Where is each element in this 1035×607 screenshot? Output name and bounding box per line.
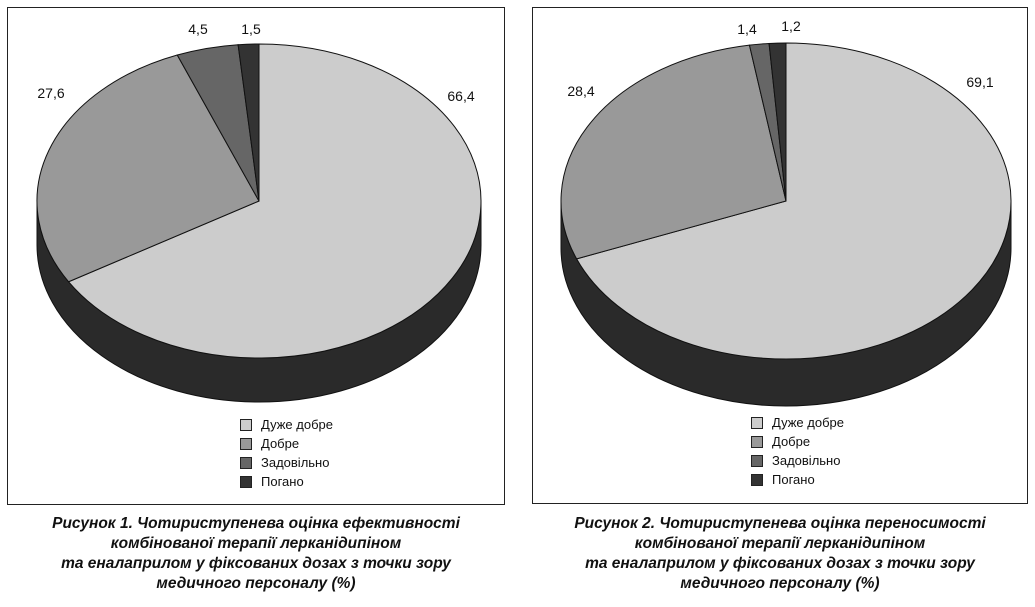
legend-swatch: [751, 416, 763, 429]
pie-chart-1: 66,4 27,6 4,5 1,5: [36, 21, 482, 403]
legend-swatch: [240, 475, 252, 488]
caption-line: медичного персоналу (%): [680, 575, 880, 592]
pie-slice-bad: [768, 42, 787, 202]
caption-line: та еналаприлом у фіксованих дозах з точк…: [585, 555, 975, 572]
caption-line: та еналаприлом у фіксованих дозах з точк…: [61, 555, 451, 572]
legend-label: Дуже добре: [261, 417, 333, 432]
caption-line: комбінованої терапії лерканідипіном: [110, 535, 402, 552]
caption-line: медичного персоналу (%): [156, 575, 356, 592]
chart-panel-1: 66,4 27,6 4,5 1,5 Дуже добре Добре Задовіль…: [7, 7, 505, 505]
legend-item-good: Добре: [751, 432, 844, 451]
legend-item-bad: Погано: [751, 470, 844, 489]
legend-label: Задовільно: [772, 453, 841, 468]
caption-line: Рисунок 2. Чотириступенева оцінка перено…: [574, 515, 986, 532]
data-label-good: 27,6: [37, 85, 64, 101]
figure-caption-2: Рисунок 2. Чотириступенева оцінка перено…: [527, 514, 1033, 594]
legend-swatch: [751, 454, 763, 467]
legend-item-very-good: Дуже добре: [240, 415, 333, 434]
legend-1: Дуже добре Добре Задовільно Погано: [240, 415, 333, 491]
caption-line: комбінованої терапії лерканідипіном: [634, 535, 926, 552]
data-label-bad: 1,2: [781, 18, 801, 34]
figure-caption-1: Рисунок 1. Чотириступенева оцінка ефекти…: [2, 514, 510, 594]
legend-item-good: Добре: [240, 434, 333, 453]
legend-item-bad: Погано: [240, 472, 333, 491]
legend-swatch: [751, 435, 763, 448]
data-label-satisfactory: 4,5: [188, 21, 208, 37]
caption-line: Рисунок 1. Чотириступенева оцінка ефекти…: [52, 515, 460, 532]
legend-swatch: [751, 473, 763, 486]
legend-2: Дуже добре Добре Задовільно Погано: [751, 413, 844, 489]
data-label-very-good: 66,4: [447, 88, 474, 104]
legend-swatch: [240, 456, 252, 469]
legend-label: Дуже добре: [772, 415, 844, 430]
data-label-very-good: 69,1: [966, 74, 993, 90]
legend-label: Добре: [772, 434, 811, 449]
pie-slice-bad: [237, 43, 260, 202]
chart-panel-2: 69,1 28,4 1,4 1,2 Дуже добре Добре Задовіль…: [532, 7, 1028, 504]
legend-label: Задовільно: [261, 455, 330, 470]
legend-item-satisfactory: Задовільно: [240, 453, 333, 472]
pie-slice-good: [560, 44, 787, 260]
pie-slice-very-good: [575, 42, 1012, 360]
pie-slice-good: [36, 54, 260, 283]
data-label-bad: 1,5: [241, 21, 261, 37]
legend-item-very-good: Дуже добре: [751, 413, 844, 432]
pie-slice-very-good: [67, 43, 482, 359]
legend-label: Погано: [261, 474, 304, 489]
pie-chart-2: 69,1 28,4 1,4 1,2: [560, 18, 1012, 407]
legend-swatch: [240, 437, 252, 450]
data-label-good: 28,4: [567, 83, 594, 99]
legend-item-satisfactory: Задовільно: [751, 451, 844, 470]
legend-label: Погано: [772, 472, 815, 487]
legend-swatch: [240, 418, 252, 431]
legend-label: Добре: [261, 436, 300, 451]
data-label-satisfactory: 1,4: [737, 21, 757, 37]
